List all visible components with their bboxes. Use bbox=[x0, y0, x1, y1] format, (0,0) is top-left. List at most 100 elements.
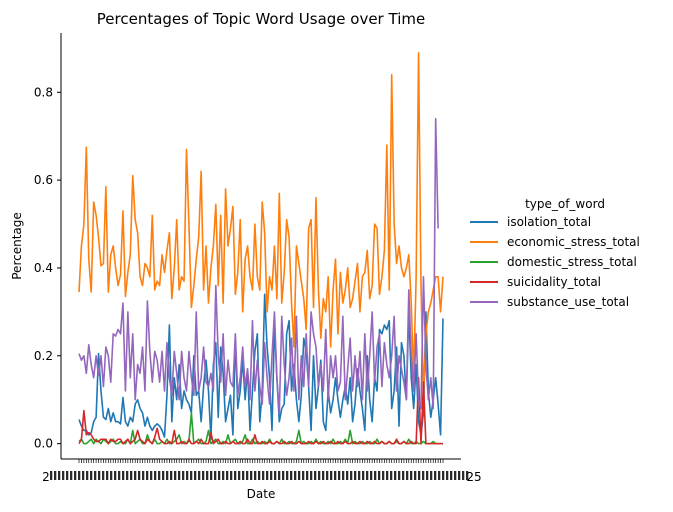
x-tick-label-glyph bbox=[282, 471, 285, 480]
x-tick-label-glyph bbox=[82, 471, 85, 480]
x-tick-label-glyph bbox=[354, 471, 357, 480]
x-tick-label-glyph bbox=[138, 471, 141, 480]
x-tick-label-glyph bbox=[246, 471, 249, 480]
legend-label-substance_use_total: substance_use_total bbox=[507, 295, 629, 309]
x-tick-label-glyph bbox=[402, 471, 405, 480]
x-tick-label-glyph bbox=[306, 471, 309, 480]
x-tick-label-glyph bbox=[318, 471, 321, 480]
x-tick-label-glyph bbox=[290, 471, 293, 480]
x-tick-label-glyph bbox=[218, 471, 221, 480]
x-tick-label-glyph bbox=[454, 471, 457, 480]
x-tick-label-glyph bbox=[390, 471, 393, 480]
x-tick-label-glyph bbox=[258, 471, 261, 480]
x-tick-label-end: 25 bbox=[466, 470, 481, 484]
legend-label-isolation_total: isolation_total bbox=[507, 215, 591, 229]
x-tick-label-glyph bbox=[210, 471, 213, 480]
legend-label-suicidality_total: suicidality_total bbox=[507, 275, 601, 289]
x-tick-label-glyph bbox=[426, 471, 429, 480]
legend: type_of_word isolation_total economic_str… bbox=[470, 197, 640, 309]
x-tick-label-glyph bbox=[106, 471, 109, 480]
x-tick-label-glyph bbox=[274, 471, 277, 480]
series-layer bbox=[78, 51, 444, 445]
x-tick-label-glyph bbox=[326, 471, 329, 480]
x-tick-label-glyph bbox=[254, 471, 257, 480]
x-tick-label-glyph bbox=[154, 471, 157, 480]
x-tick-label-glyph bbox=[110, 471, 113, 480]
x-tick-label-glyph bbox=[162, 471, 165, 480]
x-tick-label-glyph bbox=[74, 471, 77, 480]
y-tick-label: 0.4 bbox=[34, 261, 53, 275]
x-tick-label-glyph bbox=[382, 471, 385, 480]
x-tick-label-glyph bbox=[66, 471, 69, 480]
x-tick-label-glyph bbox=[266, 471, 269, 480]
x-tick-label-glyph bbox=[294, 471, 297, 480]
x-tick-label-glyph bbox=[442, 471, 445, 480]
x-tick-label-glyph bbox=[222, 471, 225, 480]
x-tick-label-glyph bbox=[214, 471, 217, 480]
x-tick-label-glyph bbox=[250, 471, 253, 480]
x-tick-label-glyph bbox=[190, 471, 193, 480]
x-tick-label-glyph bbox=[286, 471, 289, 480]
x-tick-label-glyph bbox=[430, 471, 433, 480]
x-tick-label-glyph bbox=[434, 471, 437, 480]
x-tick-label-glyph bbox=[342, 471, 345, 480]
x-tick-label-glyph bbox=[174, 471, 177, 480]
x-tick-label-glyph bbox=[230, 471, 233, 480]
x-tick-label-glyph bbox=[310, 471, 313, 480]
x-tick-label-glyph bbox=[238, 471, 241, 480]
x-tick-label-glyph bbox=[158, 471, 161, 480]
x-tick-label-glyph bbox=[114, 471, 117, 480]
x-tick-label-glyph bbox=[450, 471, 453, 480]
x-tick-label-glyph bbox=[198, 471, 201, 480]
x-tick-label-glyph bbox=[126, 471, 129, 480]
legend-label-domestic_stress_total: domestic_stress_total bbox=[507, 255, 637, 269]
y-axis-label: Percentage bbox=[10, 212, 24, 280]
x-tick-label-glyph bbox=[62, 471, 65, 480]
x-tick-label-glyph bbox=[78, 471, 81, 480]
chart-title: Percentages of Topic Word Usage over Tim… bbox=[97, 10, 425, 28]
x-tick-label-glyph bbox=[346, 471, 349, 480]
x-tick-label-glyph bbox=[422, 471, 425, 480]
x-tick-label-glyph bbox=[418, 471, 421, 480]
x-tick-label-glyph bbox=[446, 471, 449, 480]
legend-label-economic_stress_total: economic_stress_total bbox=[507, 235, 640, 249]
x-tick-label-glyph bbox=[462, 471, 465, 480]
x-tick-label-glyph bbox=[366, 471, 369, 480]
x-tick-label-glyph bbox=[270, 471, 273, 480]
x-tick-label-glyph bbox=[130, 471, 133, 480]
x-axis-ticks bbox=[78, 459, 444, 463]
x-tick-label-glyph bbox=[182, 471, 185, 480]
series-line-isolation_total bbox=[78, 293, 444, 441]
x-tick-label-glyph bbox=[394, 471, 397, 480]
x-tick-label-glyph bbox=[398, 471, 401, 480]
series-line-economic_stress_total bbox=[78, 51, 444, 401]
x-tick-label-glyph bbox=[322, 471, 325, 480]
x-tick-label-glyph bbox=[386, 471, 389, 480]
plot-area: 0.0 0.2 0.4 0.6 0.8 bbox=[34, 33, 461, 463]
x-axis-label: Date bbox=[247, 487, 276, 501]
x-tick-label-glyph bbox=[142, 471, 145, 480]
x-tick-label-glyph bbox=[466, 471, 469, 480]
x-tick-label-glyph bbox=[378, 471, 381, 480]
x-tick-label-glyph bbox=[98, 471, 101, 480]
y-tick-label: 0.6 bbox=[34, 173, 53, 187]
x-tick-label-glyph bbox=[194, 471, 197, 480]
x-tick-label-glyph bbox=[94, 471, 97, 480]
x-tick-label-glyph bbox=[414, 471, 417, 480]
x-tick-label-start: 2 bbox=[42, 470, 50, 484]
x-tick-label-glyph bbox=[202, 471, 205, 480]
x-tick-label-glyph bbox=[374, 471, 377, 480]
x-tick-label-glyph bbox=[458, 471, 461, 480]
x-tick-label-glyph bbox=[438, 471, 441, 480]
x-tick-label-glyph bbox=[278, 471, 281, 480]
x-tick-label-glyph bbox=[242, 471, 245, 480]
legend-title: type_of_word bbox=[525, 197, 605, 211]
x-tick-label-glyph bbox=[178, 471, 181, 480]
x-tick-label-glyph bbox=[70, 471, 73, 480]
series-line-suicidality_total bbox=[78, 376, 443, 445]
x-tick-label-glyph bbox=[122, 471, 125, 480]
x-tick-label-glyph bbox=[302, 471, 305, 480]
x-tick-label-glyph bbox=[338, 471, 341, 480]
x-tick-label-glyph bbox=[58, 471, 61, 480]
